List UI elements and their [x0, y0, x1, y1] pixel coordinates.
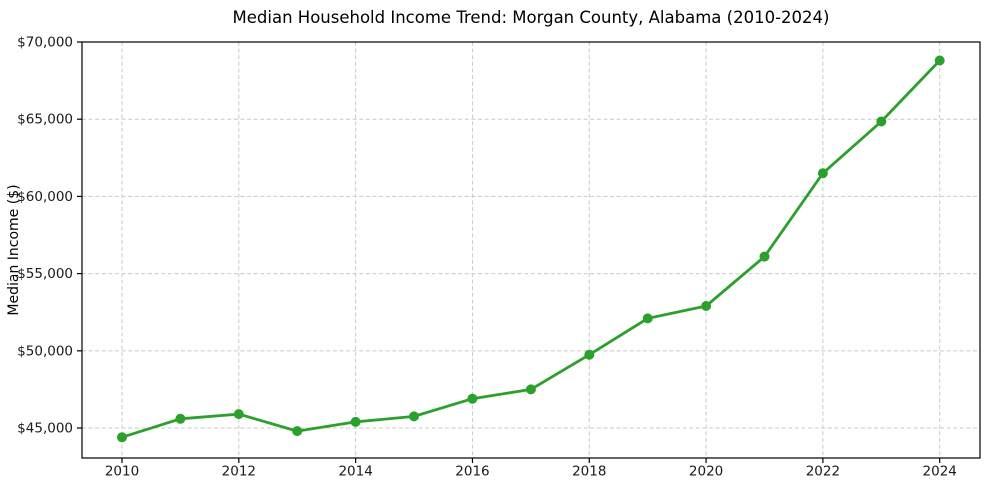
- y-tick-label: $45,000: [17, 421, 73, 437]
- x-tick-label: 2012: [222, 464, 256, 480]
- chart-title: Median Household Income Trend: Morgan Co…: [232, 8, 830, 27]
- data-point: [175, 413, 186, 424]
- data-point: [467, 393, 478, 404]
- x-tick-label: 2018: [572, 464, 606, 480]
- data-point: [934, 55, 945, 66]
- data-point: [117, 432, 127, 443]
- x-tick-label: 2020: [689, 464, 723, 480]
- x-tick-label: 2022: [806, 464, 840, 480]
- data-point: [817, 168, 828, 179]
- x-tick-label: 2016: [455, 464, 489, 480]
- x-tick-label: 2010: [105, 464, 139, 480]
- data-point: [409, 411, 419, 422]
- y-tick-label: $65,000: [17, 112, 73, 128]
- y-tick-label: $55,000: [17, 266, 73, 282]
- x-tick-label: 2024: [923, 464, 957, 480]
- data-point: [233, 409, 244, 420]
- data-point: [350, 416, 361, 427]
- y-tick-label: $60,000: [17, 189, 73, 205]
- y-tick-label: $50,000: [17, 343, 73, 359]
- data-point: [701, 301, 712, 311]
- y-tick-label: $70,000: [17, 35, 73, 51]
- data-line: [120, 59, 942, 439]
- x-tick-label: 2014: [338, 464, 372, 480]
- data-point: [292, 426, 303, 437]
- data-point: [876, 116, 887, 127]
- data-point: [584, 349, 595, 360]
- data-point: [759, 251, 770, 262]
- axes-frame: [81, 41, 981, 459]
- data-point: [525, 384, 536, 395]
- data-point: [642, 313, 653, 324]
